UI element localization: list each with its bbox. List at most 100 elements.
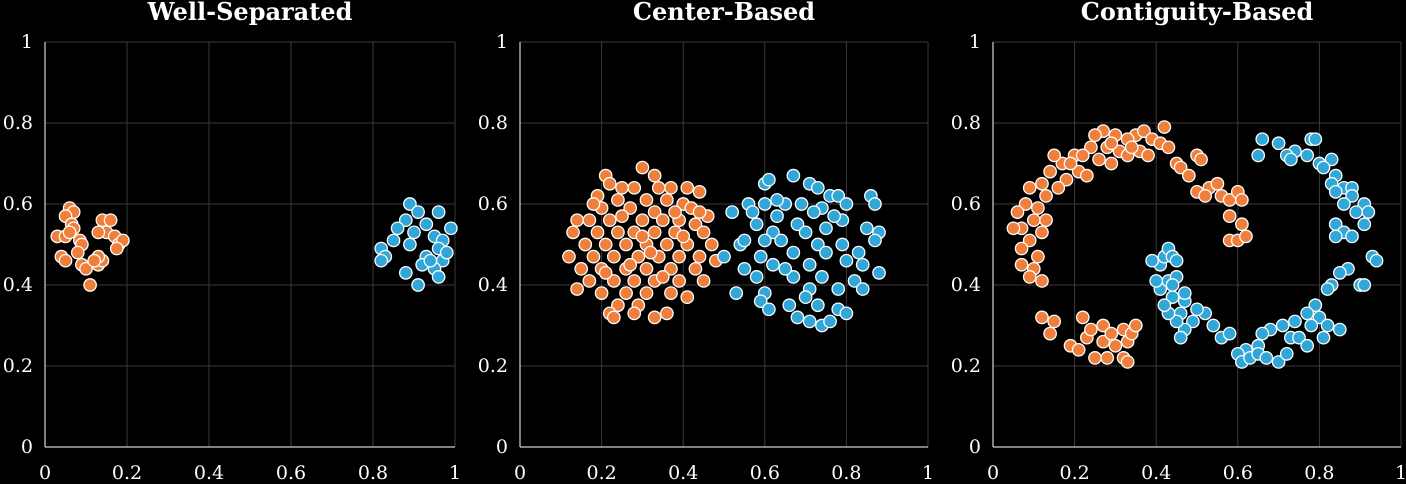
data-point-blue xyxy=(1332,265,1347,280)
data-point-blue xyxy=(790,217,805,232)
data-point-blue xyxy=(1320,318,1335,333)
data-point-blue xyxy=(1222,326,1237,341)
data-point-orange xyxy=(578,237,593,252)
series-orange xyxy=(1006,120,1253,369)
data-point-orange xyxy=(1128,318,1143,333)
data-point-orange xyxy=(1075,148,1090,163)
data-point-blue xyxy=(839,306,854,321)
data-point-orange xyxy=(1043,164,1057,179)
data-point-blue xyxy=(806,205,821,219)
data-point-orange xyxy=(660,193,674,207)
data-point-blue xyxy=(1173,330,1188,345)
x-tick-label: 1 xyxy=(449,462,461,484)
y-tick-label: 1 xyxy=(21,31,33,53)
data-point-blue xyxy=(407,225,421,240)
data-point-blue xyxy=(1324,152,1339,167)
data-point-orange xyxy=(1063,156,1078,171)
data-point-orange xyxy=(1075,310,1090,325)
data-point-blue xyxy=(855,282,870,296)
data-point-orange xyxy=(58,253,73,268)
data-point-blue xyxy=(717,249,731,264)
data-point-orange xyxy=(1181,168,1196,183)
data-point-orange xyxy=(109,241,124,256)
data-point-orange xyxy=(643,245,658,260)
data-point-orange xyxy=(586,197,601,211)
data-point-orange xyxy=(627,180,642,195)
data-point-blue xyxy=(431,205,446,219)
data-point-orange xyxy=(1173,160,1188,175)
x-tick-label: 0.8 xyxy=(1304,462,1334,484)
y-tick-label: 0.8 xyxy=(951,112,981,134)
y-tick-label: 1 xyxy=(496,31,508,53)
data-point-blue xyxy=(802,314,817,329)
data-point-orange xyxy=(62,225,77,240)
data-point-orange xyxy=(627,274,642,288)
data-point-orange xyxy=(606,310,621,325)
data-point-blue xyxy=(1316,160,1331,175)
data-point-orange xyxy=(1022,270,1037,284)
data-point-blue xyxy=(1145,253,1159,268)
data-point-blue xyxy=(1308,298,1323,313)
data-point-blue xyxy=(774,233,788,248)
data-point-orange xyxy=(1120,355,1135,369)
data-point-blue xyxy=(1316,330,1331,345)
data-point-orange xyxy=(562,249,576,264)
x-tick-label: 0.8 xyxy=(358,462,388,484)
data-point-orange xyxy=(668,205,682,219)
data-point-blue xyxy=(1206,318,1221,333)
data-point-blue xyxy=(839,253,854,268)
data-point-orange xyxy=(79,261,93,276)
data-point-blue xyxy=(411,278,425,292)
data-point-blue xyxy=(1300,148,1315,163)
series-orange xyxy=(562,160,723,325)
data-point-blue xyxy=(431,270,446,284)
x-tick-label: 0.4 xyxy=(668,462,698,484)
data-point-orange xyxy=(639,261,654,276)
data-point-orange xyxy=(602,213,617,228)
series-blue xyxy=(717,168,886,333)
data-point-orange xyxy=(623,201,638,215)
data-point-blue xyxy=(859,221,874,236)
data-point-orange xyxy=(1084,140,1098,155)
series-orange xyxy=(50,201,130,292)
data-point-blue xyxy=(1345,229,1359,244)
data-point-orange xyxy=(1035,225,1049,240)
data-point-orange xyxy=(647,310,662,325)
x-tick-label: 0 xyxy=(987,462,999,484)
data-point-blue xyxy=(403,197,417,211)
data-point-blue xyxy=(1337,197,1351,211)
data-point-blue xyxy=(1149,274,1164,288)
data-point-orange xyxy=(1047,314,1062,329)
data-point-orange xyxy=(688,217,703,232)
data-point-blue xyxy=(745,205,760,219)
data-point-orange xyxy=(1014,241,1029,256)
data-point-orange xyxy=(1043,326,1057,341)
data-point-orange xyxy=(91,225,106,240)
data-point-orange xyxy=(1108,338,1123,353)
data-point-blue xyxy=(819,245,833,260)
data-point-orange xyxy=(655,213,670,228)
data-point-orange xyxy=(647,225,662,240)
y-tick-label: 0 xyxy=(969,436,981,458)
data-point-blue xyxy=(831,282,846,296)
data-point-orange xyxy=(1022,180,1037,195)
data-point-orange xyxy=(606,249,621,264)
data-point-orange xyxy=(1071,342,1086,357)
y-tick-label: 1 xyxy=(969,31,981,53)
data-point-orange xyxy=(582,274,597,288)
data-point-blue xyxy=(802,257,817,272)
data-point-blue xyxy=(1283,152,1298,167)
data-point-blue xyxy=(798,225,813,240)
data-point-orange xyxy=(1022,233,1037,248)
data-point-orange xyxy=(1088,128,1102,142)
data-point-orange xyxy=(1096,334,1111,349)
data-point-blue xyxy=(810,298,825,313)
data-point-blue xyxy=(1251,148,1266,163)
y-tick-label: 0.8 xyxy=(478,112,508,134)
data-point-orange xyxy=(1047,148,1062,163)
data-point-blue xyxy=(872,265,886,280)
data-point-orange xyxy=(639,286,654,300)
chart-title: Well-Separated xyxy=(147,0,353,26)
data-point-blue xyxy=(835,237,850,252)
